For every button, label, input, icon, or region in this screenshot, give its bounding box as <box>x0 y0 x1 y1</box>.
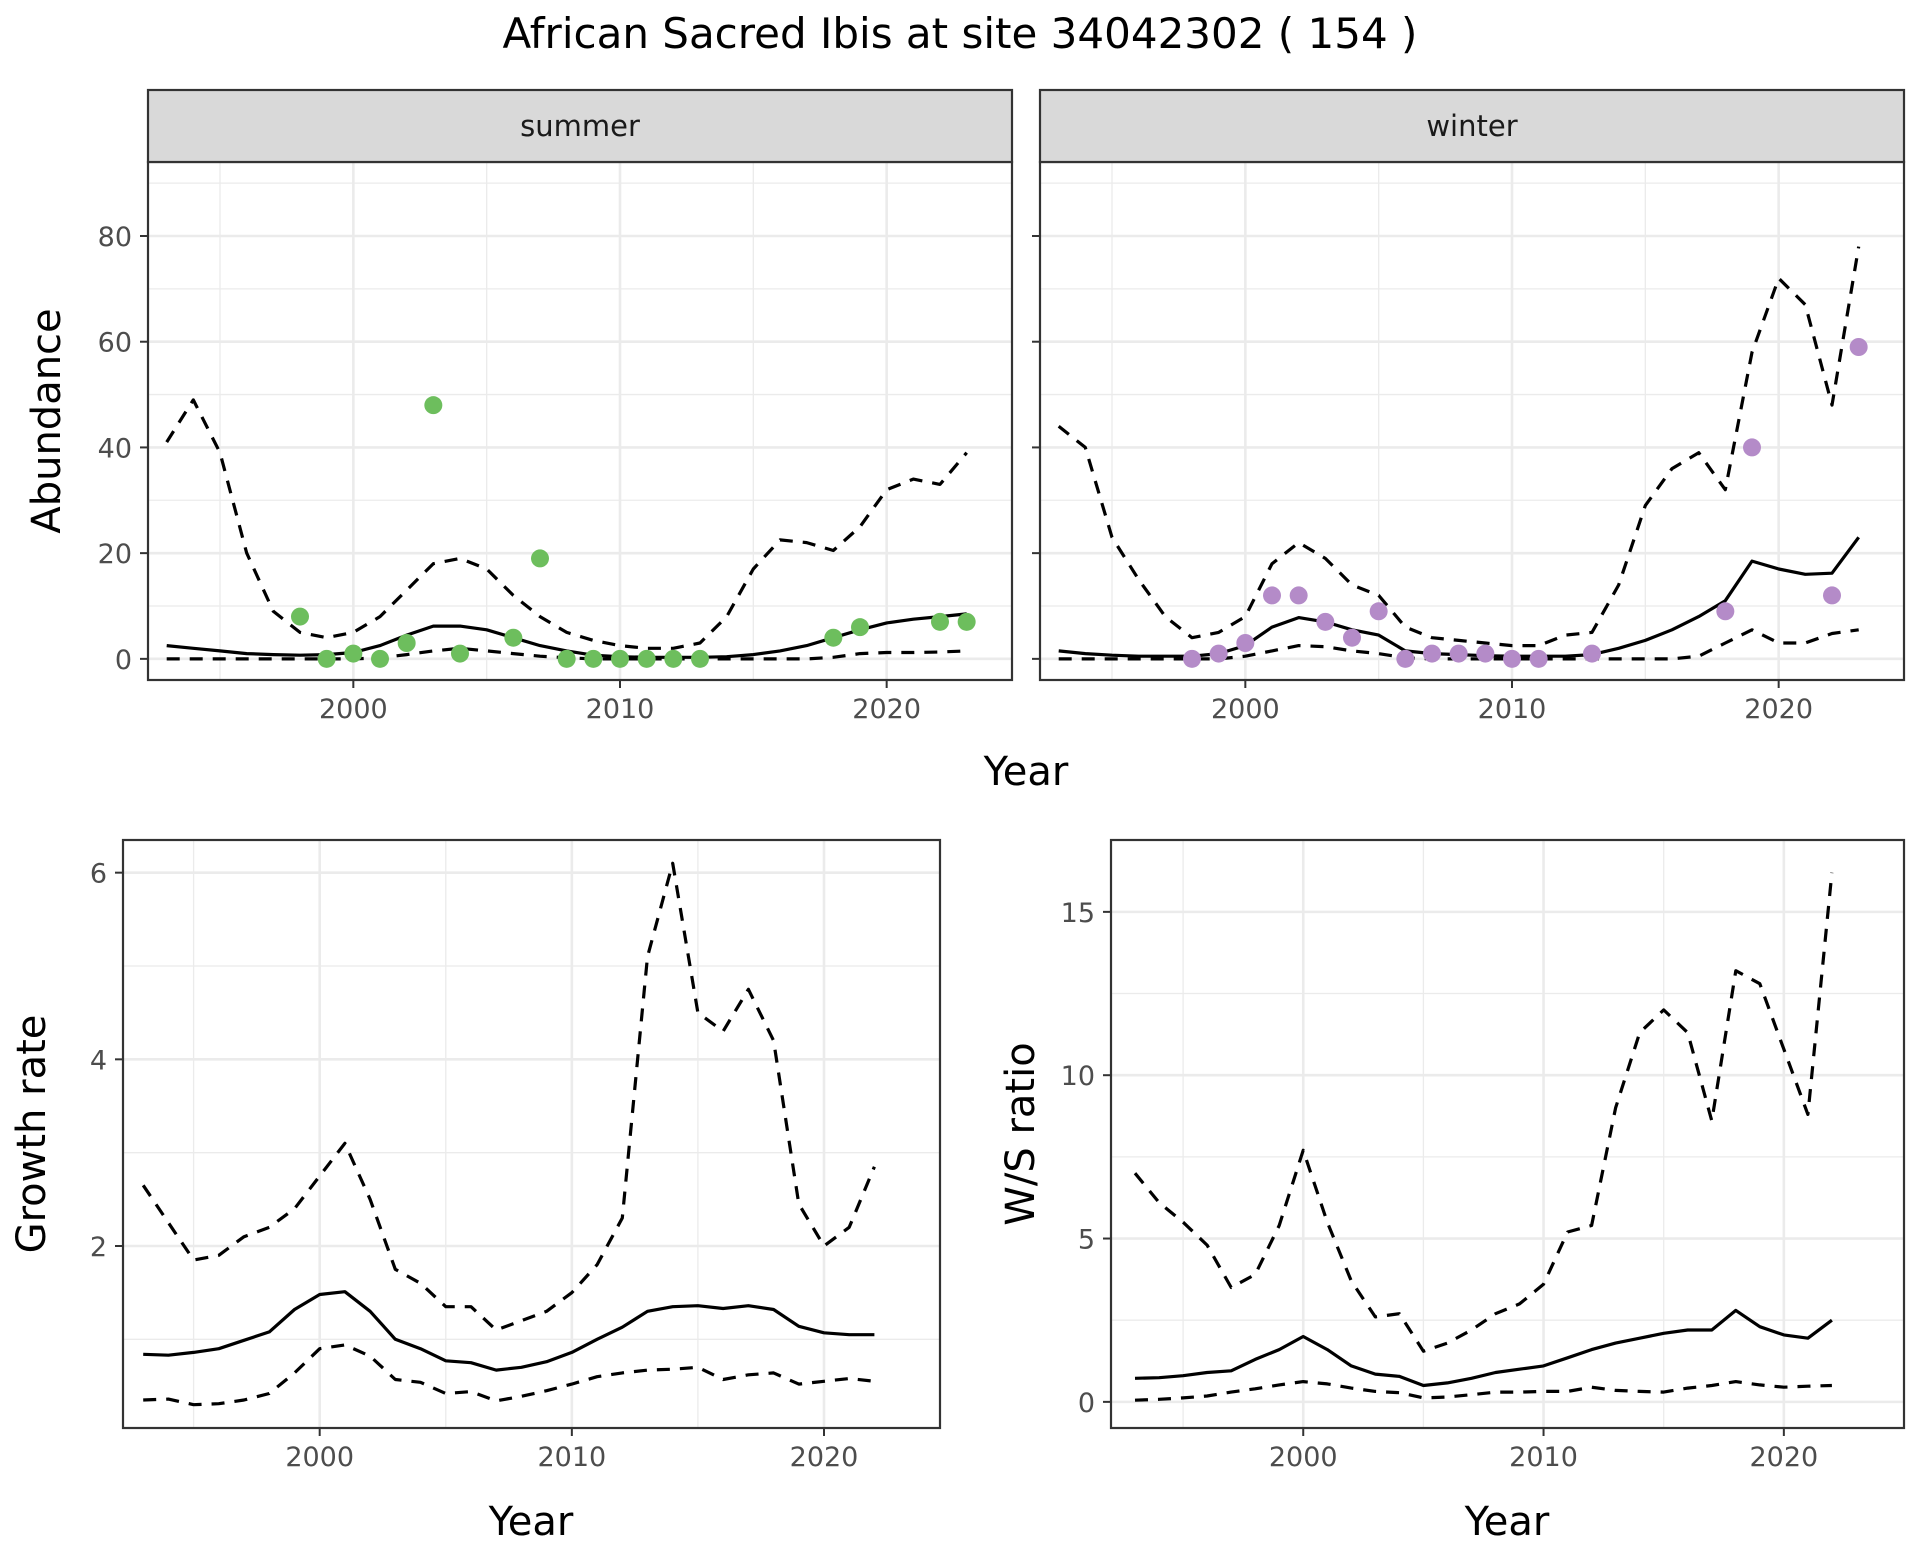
data-point <box>1236 634 1255 652</box>
data-point <box>504 628 523 647</box>
y-tick-label: 4 <box>90 1045 107 1076</box>
data-point <box>317 649 336 668</box>
facet-strip <box>146 88 1014 164</box>
data-point <box>664 649 683 668</box>
y-tick-label: 80 <box>98 222 132 253</box>
facet-strip-label: winter <box>1426 109 1517 143</box>
data-point <box>531 549 549 568</box>
data-point <box>397 634 416 652</box>
x-tick-label: 2000 <box>319 694 388 725</box>
series-line-dashed-2 <box>1134 1380 1832 1402</box>
y-tick-label: 15 <box>1061 898 1095 929</box>
data-point <box>557 649 576 668</box>
data-point <box>611 649 629 668</box>
data-point <box>1449 644 1468 663</box>
data-point <box>371 649 389 668</box>
series-line-solid-1 <box>1134 1308 1833 1388</box>
data-point <box>1289 586 1308 605</box>
figure-title: African Sacred Ibis at site 34042302 ( 1… <box>503 9 1418 58</box>
x-tick-label: 2020 <box>1744 694 1813 725</box>
data-point <box>1343 628 1361 647</box>
series-line-dashed-0 <box>1133 872 1834 1353</box>
data-point <box>1316 612 1335 631</box>
series-line-solid-1 <box>143 1290 875 1372</box>
y-tick-label: 6 <box>90 859 107 890</box>
y-axis-title: Abundance <box>24 308 70 533</box>
panel-growth: 2000 2010 2020 2 4 6 Year Growth rate <box>9 838 942 1545</box>
plot-background <box>148 162 1012 680</box>
x-tick-label: 2020 <box>1749 1442 1818 1473</box>
data-point <box>1503 649 1521 668</box>
series-line-dashed-0 <box>141 861 876 1332</box>
data-point <box>1263 586 1281 605</box>
y-tick-label: 5 <box>1078 1225 1095 1256</box>
x-tick-label: 2020 <box>852 694 921 725</box>
x-axis-title: Year <box>488 1499 574 1545</box>
x-axis-title: Year <box>983 749 1069 795</box>
data-point <box>1369 602 1388 621</box>
x-tick-label: 2010 <box>586 694 655 725</box>
x-tick-label: 2000 <box>285 1442 354 1473</box>
data-point <box>1476 644 1495 663</box>
series-line-dashed-2 <box>143 1343 875 1407</box>
data-point <box>691 649 709 668</box>
series-line-dashed-0 <box>165 398 968 650</box>
data-point <box>424 396 443 415</box>
x-tick-label: 2010 <box>537 1442 606 1473</box>
panel-summer: summer 2000 2010 2020 0 20 40 60 80 Abundance <box>24 88 1014 725</box>
x-tick-label: 2000 <box>1269 1442 1338 1473</box>
facet-strip-label: summer <box>520 109 640 143</box>
data-point <box>1423 644 1441 663</box>
plot-background <box>123 840 940 1428</box>
x-tick-label: 2010 <box>1478 694 1547 725</box>
data-point <box>1823 586 1841 605</box>
x-axis-title: Year <box>1464 1499 1550 1545</box>
data-point <box>451 644 469 663</box>
y-axis-title: Growth rate <box>9 1015 55 1254</box>
panel-winter: winter 2000 2010 2020 <box>1032 88 1906 725</box>
data-point <box>344 644 363 663</box>
data-point <box>291 607 309 626</box>
panel-ratio: 2000 2010 2020 0 5 10 15 Year W/S ratio <box>998 838 1906 1545</box>
plot-background <box>1040 162 1904 680</box>
data-point <box>1529 649 1548 668</box>
panel-border <box>1109 838 1906 1430</box>
data-point <box>931 612 949 631</box>
data-point <box>1849 338 1868 356</box>
y-tick-label: 2 <box>90 1232 107 1263</box>
data-point <box>824 628 843 647</box>
data-point <box>1183 649 1201 668</box>
series-line-dashed-0 <box>1057 246 1861 648</box>
data-point <box>1743 438 1761 457</box>
data-point <box>584 649 603 668</box>
y-tick-label: 0 <box>1078 1388 1095 1419</box>
y-tick-label: 0 <box>115 645 132 676</box>
y-tick-label: 20 <box>98 539 132 570</box>
data-point <box>957 612 976 631</box>
y-tick-label: 10 <box>1061 1061 1095 1092</box>
x-tick-label: 2000 <box>1211 694 1280 725</box>
y-axis-title: W/S ratio <box>998 1042 1044 1225</box>
data-point <box>1209 644 1228 663</box>
panel-border <box>121 838 942 1430</box>
data-point <box>851 618 869 637</box>
x-tick-label: 2020 <box>790 1442 859 1473</box>
y-tick-label: 40 <box>98 433 132 464</box>
y-tick-label: 60 <box>98 328 132 359</box>
data-point <box>1396 649 1415 668</box>
data-point <box>1583 644 1601 663</box>
data-point <box>1716 602 1735 621</box>
x-tick-label: 2010 <box>1509 1442 1578 1473</box>
facet-strip <box>1038 88 1906 164</box>
data-point <box>637 649 656 668</box>
